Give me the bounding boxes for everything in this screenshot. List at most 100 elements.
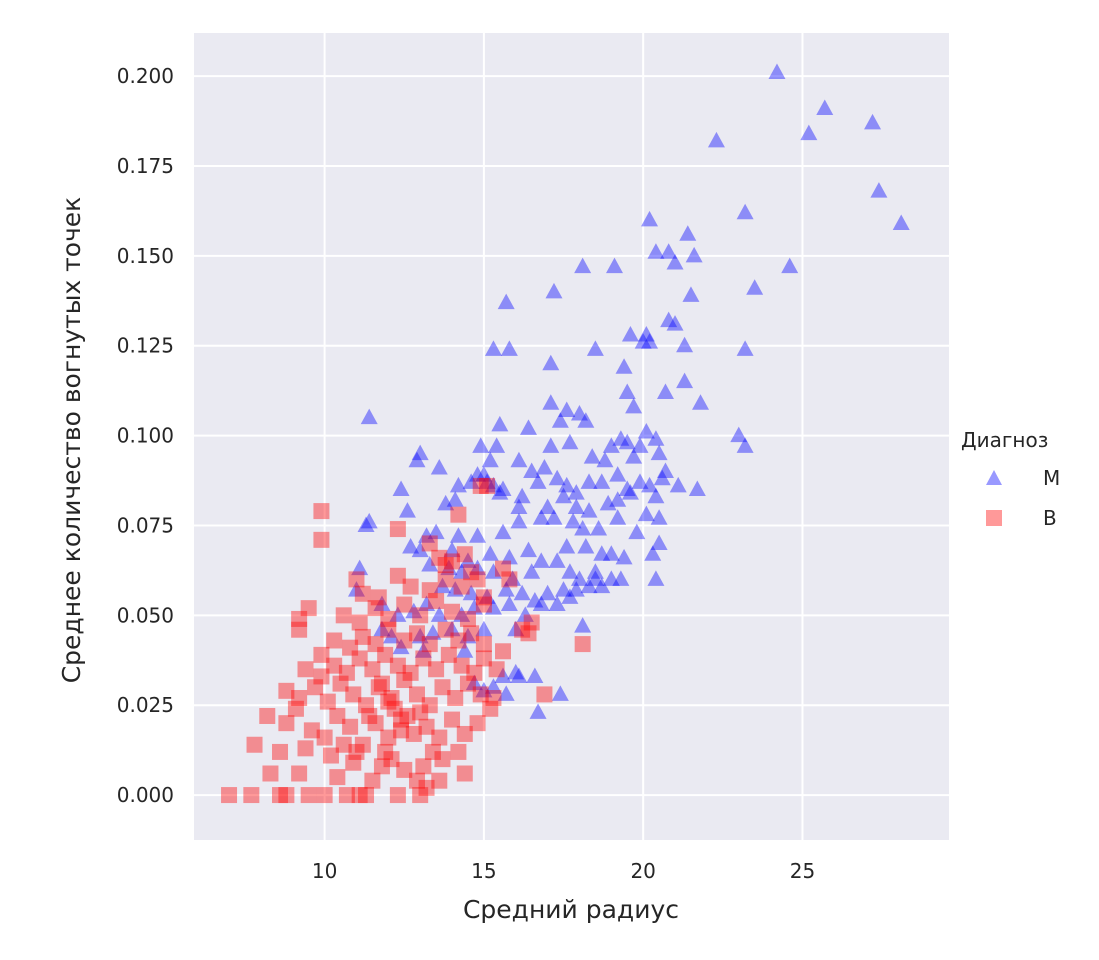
data-point-b bbox=[367, 715, 384, 732]
data-point-m bbox=[462, 584, 480, 601]
data-point-m bbox=[870, 182, 888, 198]
data-point-b bbox=[389, 567, 406, 584]
data-point-m bbox=[558, 401, 576, 417]
data-point-m bbox=[484, 563, 502, 579]
data-point-m bbox=[462, 473, 480, 489]
data-point-m bbox=[529, 473, 547, 489]
data-point-b bbox=[488, 661, 505, 678]
data-point-m bbox=[507, 663, 525, 680]
data-point-b bbox=[307, 679, 324, 696]
data-point-m bbox=[602, 545, 620, 561]
data-point-b bbox=[389, 657, 406, 674]
data-point-b bbox=[396, 761, 413, 778]
data-point-m bbox=[421, 556, 439, 572]
data-point-m bbox=[641, 333, 659, 349]
data-point-m bbox=[558, 538, 576, 554]
data-point-m bbox=[539, 584, 557, 601]
data-point-m bbox=[641, 210, 659, 227]
data-point-b bbox=[300, 787, 317, 804]
data-point-b bbox=[303, 722, 320, 739]
y-tick-label: 0.200 bbox=[117, 64, 174, 88]
data-point-b bbox=[469, 715, 486, 732]
data-point-m bbox=[551, 412, 569, 428]
data-point-m bbox=[516, 606, 534, 622]
data-point-b bbox=[262, 765, 279, 782]
data-point-b bbox=[345, 754, 362, 771]
data-point-b bbox=[447, 690, 464, 707]
data-point-m bbox=[440, 559, 458, 576]
data-point-b bbox=[431, 549, 448, 566]
y-tick-labels: 0.000 0.025 0.050 0.075 0.100 0.125 0.150 0.175… bbox=[117, 64, 174, 807]
data-point-b bbox=[348, 743, 365, 760]
data-point-m bbox=[472, 437, 490, 453]
data-point-b bbox=[383, 751, 400, 768]
data-point-m bbox=[392, 638, 410, 655]
data-point-b bbox=[351, 614, 368, 631]
data-point-m bbox=[660, 311, 678, 328]
data-point-b bbox=[380, 610, 397, 627]
data-point-b bbox=[450, 632, 467, 649]
data-point-b bbox=[463, 625, 480, 642]
y-tick-label: 0.100 bbox=[117, 424, 174, 448]
data-point-b bbox=[456, 725, 473, 742]
data-point-b bbox=[291, 765, 308, 782]
data-point-m bbox=[567, 498, 585, 514]
data-point-m bbox=[542, 394, 560, 410]
data-point-m bbox=[405, 602, 423, 619]
data-point-m bbox=[564, 512, 582, 529]
data-point-m bbox=[647, 487, 665, 504]
data-point-m bbox=[478, 588, 496, 604]
data-point-m bbox=[736, 340, 754, 356]
data-point-b bbox=[396, 632, 413, 649]
data-point-m bbox=[430, 606, 448, 622]
data-point-m bbox=[411, 444, 429, 461]
data-point-b bbox=[472, 686, 489, 703]
data-point-b bbox=[479, 477, 496, 494]
data-point-b bbox=[408, 625, 425, 642]
data-point-m bbox=[459, 552, 477, 568]
data-point-m bbox=[707, 131, 725, 148]
data-point-m bbox=[596, 451, 614, 468]
data-point-m bbox=[510, 512, 528, 529]
series-b-points bbox=[221, 477, 591, 804]
data-point-b bbox=[358, 697, 375, 714]
data-point-m bbox=[491, 484, 509, 500]
data-point-m bbox=[418, 527, 436, 543]
data-point-b bbox=[437, 557, 454, 574]
data-point-b bbox=[475, 650, 492, 667]
data-point-b bbox=[482, 700, 499, 717]
data-point-m bbox=[507, 620, 525, 637]
data-point-b bbox=[364, 772, 381, 789]
data-point-b bbox=[246, 736, 263, 753]
data-point-m bbox=[500, 340, 518, 356]
data-point-m bbox=[631, 437, 649, 453]
data-point-m bbox=[475, 620, 493, 637]
data-point-m bbox=[746, 279, 764, 295]
data-point-m bbox=[449, 476, 467, 493]
data-point-m bbox=[545, 509, 563, 525]
data-point-b bbox=[348, 571, 365, 588]
data-point-m bbox=[456, 642, 474, 658]
data-point-m bbox=[609, 491, 627, 507]
data-point-b bbox=[428, 661, 445, 678]
x-tick-label: 20 bbox=[630, 859, 655, 883]
data-point-b bbox=[475, 596, 492, 613]
data-point-b bbox=[367, 636, 384, 653]
data-point-m bbox=[580, 577, 598, 594]
data-point-m bbox=[609, 509, 627, 525]
data-point-m bbox=[437, 494, 455, 511]
x-tick-label: 25 bbox=[790, 859, 815, 883]
data-point-m bbox=[656, 383, 674, 399]
data-point-b bbox=[450, 743, 467, 760]
data-point-m bbox=[567, 581, 585, 597]
data-point-m bbox=[666, 315, 684, 331]
data-point-m bbox=[612, 570, 630, 586]
y-tick-label: 0.125 bbox=[117, 334, 174, 358]
data-point-m bbox=[526, 591, 544, 608]
data-point-b bbox=[485, 690, 502, 707]
y-tick-label: 0.050 bbox=[117, 603, 174, 627]
y-tick-label: 0.150 bbox=[117, 244, 174, 268]
data-point-m bbox=[561, 588, 579, 604]
data-point-m bbox=[567, 484, 585, 500]
data-point-m bbox=[637, 325, 655, 342]
